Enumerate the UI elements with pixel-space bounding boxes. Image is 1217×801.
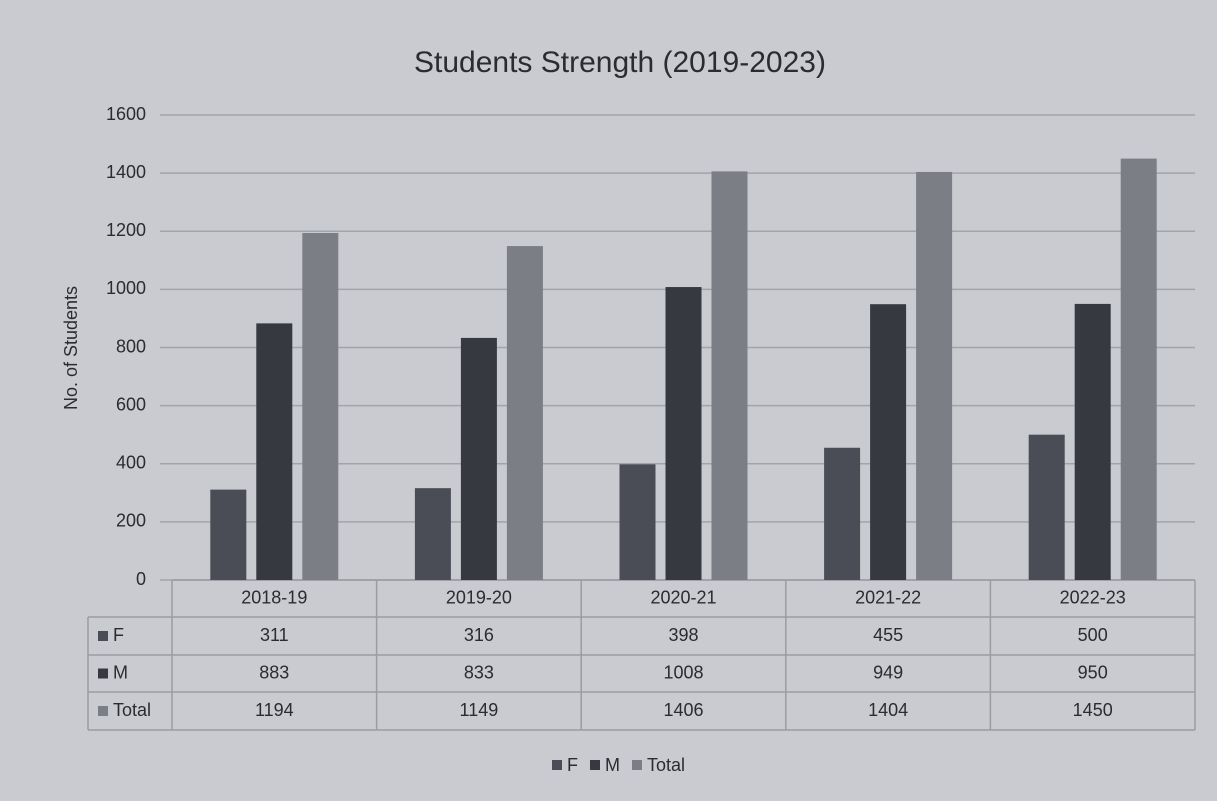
legend-label: M (605, 755, 620, 775)
y-tick-label: 0 (136, 569, 146, 589)
y-tick-label: 1600 (106, 104, 146, 124)
y-tick-label: 1200 (106, 220, 146, 240)
chart-title: Students Strength (2019-2023) (414, 46, 826, 79)
table-legend-key (98, 668, 108, 679)
table-value: 398 (668, 625, 698, 645)
x-tick-label: 2022-23 (1060, 587, 1126, 607)
bar (1074, 303, 1111, 580)
y-tick-label: 200 (116, 511, 146, 531)
bar (506, 246, 543, 580)
bar (711, 171, 748, 580)
table-value: 950 (1078, 662, 1108, 682)
legend-key (552, 760, 562, 770)
bar (1120, 158, 1157, 580)
y-tick-label: 600 (116, 394, 146, 414)
table-row-label: Total (113, 700, 151, 720)
table-row-label: F (113, 625, 124, 645)
legend-key (590, 760, 600, 770)
bar (824, 447, 861, 580)
x-tick-label: 2019-20 (446, 587, 512, 607)
x-tick-label: 2021-22 (855, 587, 921, 607)
table-value: 311 (260, 625, 289, 645)
table-legend-key (98, 706, 108, 716)
bar (256, 323, 293, 580)
bar (619, 464, 656, 580)
bar (1028, 434, 1065, 580)
table-row-label: M (113, 662, 128, 682)
legend-label: Total (647, 755, 685, 775)
bar (916, 171, 953, 580)
table-legend-key (98, 631, 108, 641)
bar (302, 232, 339, 580)
legend-key (632, 760, 642, 770)
table-value: 883 (259, 662, 289, 682)
x-tick-label: 2020-21 (650, 587, 716, 607)
bar (665, 287, 702, 580)
table-value: 1149 (460, 700, 499, 720)
bar (414, 488, 451, 580)
table-value: 500 (1078, 625, 1108, 645)
bar (210, 489, 247, 580)
y-axis-label: No. of Students (61, 286, 81, 410)
table-value: 1194 (255, 700, 294, 720)
bar (460, 337, 497, 580)
y-tick-label: 1400 (106, 162, 146, 182)
legend-label: F (567, 755, 578, 775)
table-value: 833 (464, 662, 494, 682)
y-tick-label: 1000 (106, 278, 146, 298)
table-value: 455 (873, 625, 903, 645)
table-value: 1008 (663, 662, 703, 682)
table-value: 1450 (1073, 700, 1113, 720)
table-value: 949 (873, 662, 903, 682)
bar (870, 304, 907, 580)
table-value: 1404 (868, 700, 908, 720)
y-tick-label: 400 (116, 453, 146, 473)
table-value: 316 (464, 625, 494, 645)
x-tick-label: 2018-19 (241, 587, 307, 607)
table-value: 1406 (663, 700, 703, 720)
y-tick-label: 800 (116, 336, 146, 356)
